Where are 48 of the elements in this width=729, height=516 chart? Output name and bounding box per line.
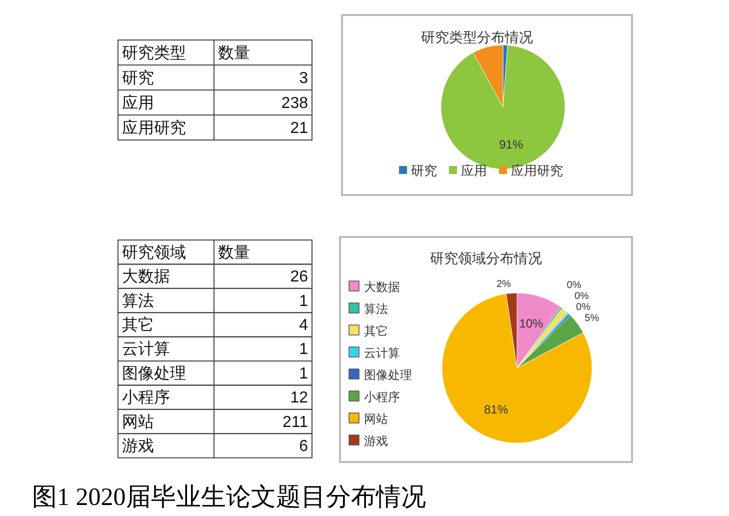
data-label: 211 [282,414,308,431]
data-label: 4 [299,317,308,334]
data-label: 0% [566,280,582,292]
data-label: 1 [299,365,308,382]
category-label: 图像处理 [122,364,186,382]
category-label: 应用 [122,94,154,112]
category-label: 其它 [122,316,154,334]
data-label: 91% [499,138,524,152]
data-label: 3 [299,70,308,87]
data-label: 1 [299,292,308,310]
category-label: 小程序 [122,388,170,407]
category-label: 大数据 [122,268,170,286]
category-label: 网站 [122,412,154,431]
legend-label: 游戏 [364,434,388,448]
legend-label: 图像处理 [364,368,412,382]
data-label: 81% [484,402,508,416]
data-label: 2% [496,279,512,290]
legend-label: 其它 [364,324,388,338]
legend-label: 云计算 [364,346,400,360]
category-label: 算法 [122,292,154,310]
data-label: 26 [290,268,308,286]
data-label: 10% [519,316,544,331]
data-label: 6 [299,438,308,456]
text: 数量 [218,244,250,262]
data-label: 238 [281,95,308,112]
legend-label: 小程序 [364,390,400,404]
legend-label: 算法 [364,302,388,316]
category-label: 研究 [122,69,154,87]
legend-label: 研究 [411,163,437,178]
data-label: 21 [290,120,308,137]
chart-title: 研究类型分布情况 [421,29,533,45]
text: 数量 [218,45,250,62]
category-label: 游戏 [122,437,154,456]
category-label: 云计算 [122,340,170,358]
legend-label: 应用研究 [511,163,563,178]
text: 研究类型 [122,44,186,62]
data-label: 1 [299,341,308,358]
legend-label: 大数据 [364,280,400,294]
chart-title: 研究领域分布情况 [430,250,542,266]
legend-label: 网站 [364,412,388,426]
category-label: 应用研究 [122,119,186,137]
text: 研究领域 [122,243,186,262]
caption: 图1 2020届毕业生论文题目分布情况 [32,484,426,511]
data-label: 0% [574,291,590,302]
data-label: 0% [576,302,591,314]
legend-label: 应用 [461,163,487,178]
data-label: 12 [290,390,308,407]
data-label: 5% [584,313,600,324]
